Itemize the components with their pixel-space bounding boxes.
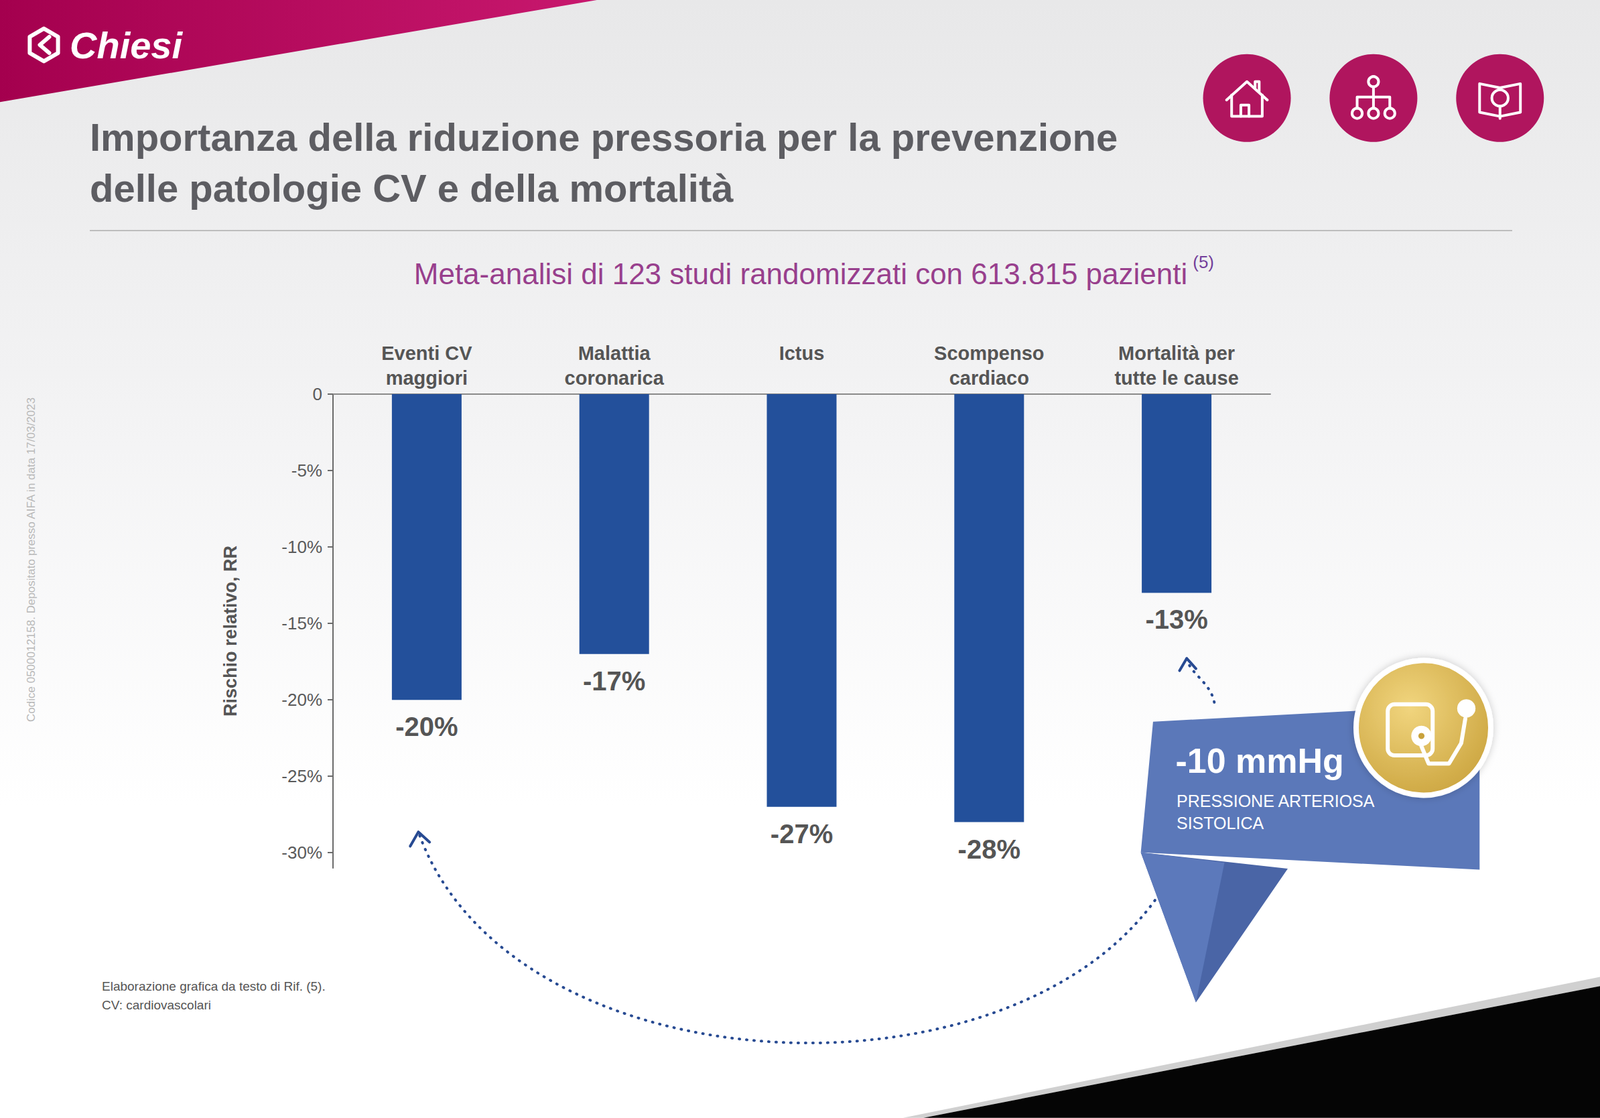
svg-text:Ictus: Ictus bbox=[779, 342, 825, 364]
svg-text:-10 mmHg: -10 mmHg bbox=[1175, 741, 1344, 780]
svg-text:SISTOLICA: SISTOLICA bbox=[1176, 813, 1264, 833]
svg-text:-20%: -20% bbox=[281, 689, 323, 710]
svg-text:-25%: -25% bbox=[281, 765, 323, 786]
svg-text:Codice 0500012158. Depositato: Codice 0500012158. Depositato presso AIF… bbox=[24, 397, 38, 722]
svg-text:coronarica: coronarica bbox=[564, 367, 665, 389]
svg-text:(5): (5) bbox=[1192, 251, 1215, 273]
svg-text:tutte le cause: tutte le cause bbox=[1114, 367, 1239, 389]
svg-text:Rischio relativo, RR: Rischio relativo, RR bbox=[220, 545, 241, 717]
svg-text:-17%: -17% bbox=[582, 665, 646, 696]
svg-text:-13%: -13% bbox=[1145, 604, 1208, 634]
svg-text:-5%: -5% bbox=[291, 460, 323, 481]
svg-text:-28%: -28% bbox=[958, 834, 1021, 864]
svg-text:-10%: -10% bbox=[281, 536, 323, 557]
svg-text:-30%: -30% bbox=[281, 842, 323, 863]
svg-text:maggiori: maggiori bbox=[385, 367, 468, 389]
svg-text:Malattia: Malattia bbox=[578, 342, 652, 364]
svg-text:delle patologie CV e della mor: delle patologie CV e della mortalità bbox=[89, 166, 734, 210]
svg-text:Scompenso: Scompenso bbox=[934, 342, 1044, 364]
svg-text:-27%: -27% bbox=[770, 818, 833, 849]
svg-text:PRESSIONE ARTERIOSA: PRESSIONE ARTERIOSA bbox=[1176, 791, 1379, 811]
svg-text:Meta-analisi di 123 studi rand: Meta-analisi di 123 studi randomizzati c… bbox=[414, 257, 1188, 291]
svg-text:Importanza della riduzione pre: Importanza della riduzione pressoria per… bbox=[89, 115, 1129, 159]
svg-text:Mortalità per: Mortalità per bbox=[1118, 342, 1235, 364]
svg-text:-15%: -15% bbox=[281, 613, 323, 634]
svg-text:-20%: -20% bbox=[395, 711, 458, 742]
svg-text:CV: cardiovascolari: CV: cardiovascolari bbox=[101, 997, 212, 1012]
svg-text:Elaborazione grafica da testo: Elaborazione grafica da testo di Rif. (5… bbox=[101, 978, 326, 993]
svg-text:cardiaco: cardiaco bbox=[949, 367, 1030, 389]
svg-text:Chiesi: Chiesi bbox=[69, 24, 183, 67]
svg-text:0: 0 bbox=[312, 383, 323, 405]
svg-text:Eventi CV: Eventi CV bbox=[381, 342, 473, 364]
